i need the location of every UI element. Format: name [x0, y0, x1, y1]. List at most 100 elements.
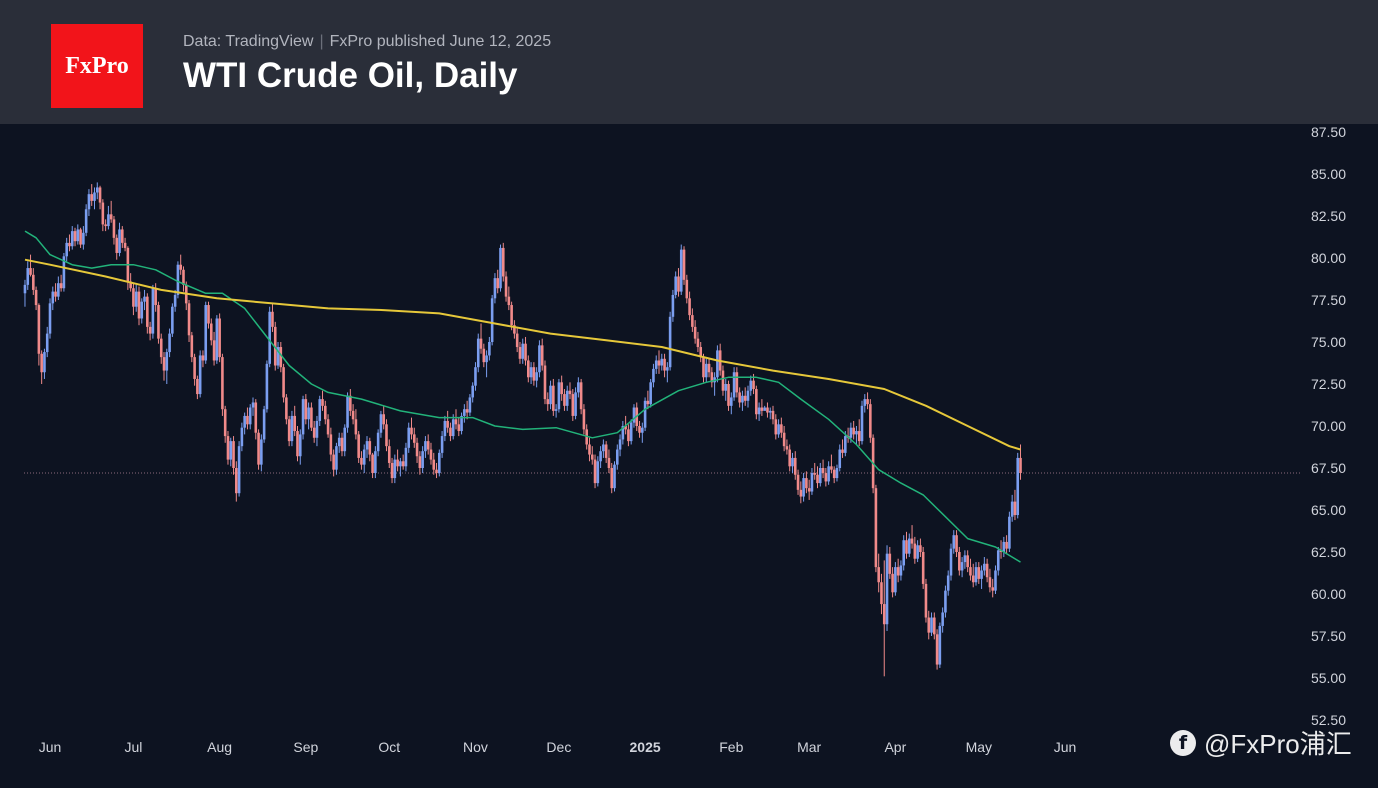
candle	[98, 185, 102, 210]
candle-body	[582, 409, 586, 430]
candle	[593, 454, 597, 489]
candle	[679, 244, 683, 295]
candle-body	[524, 343, 527, 361]
candle	[941, 607, 944, 633]
candle	[182, 266, 185, 292]
chart-meta: Data: TradingView | FxPro published June 1…	[183, 33, 551, 51]
candle	[621, 420, 625, 445]
candle-body	[638, 426, 641, 433]
candle	[685, 274, 689, 304]
candle-body	[704, 363, 708, 378]
candle-body	[285, 397, 288, 420]
candle-body	[426, 441, 430, 450]
candle-body	[891, 573, 894, 593]
candle	[485, 350, 488, 378]
candle-body	[396, 459, 399, 467]
candle	[852, 420, 855, 440]
candle	[474, 362, 477, 391]
candle-body	[565, 390, 569, 406]
candle	[479, 323, 483, 354]
candle-body	[171, 306, 174, 334]
candle-body	[1013, 501, 1017, 516]
candle	[374, 446, 377, 479]
candle-body	[193, 357, 196, 379]
candle-body	[104, 224, 107, 227]
candle-body	[974, 567, 978, 583]
candle	[251, 397, 255, 416]
candle	[201, 350, 205, 368]
candle	[43, 348, 46, 379]
price-chart[interactable]: 52.50 55.00 57.50 60.00 62.50 65.00 67.50 70.00…	[0, 124, 1378, 788]
candle	[93, 187, 96, 210]
candle	[240, 422, 244, 452]
candle	[318, 395, 322, 426]
candle	[385, 419, 388, 452]
candle-body	[354, 419, 358, 435]
candle-body	[335, 446, 338, 470]
candle-body	[802, 478, 805, 497]
candle-body	[557, 382, 561, 410]
candle-body	[554, 409, 558, 411]
candle	[54, 283, 57, 302]
candle	[218, 313, 221, 363]
candle	[121, 226, 124, 248]
watermark-text: @FxPro浦汇	[1204, 729, 1352, 759]
candle	[666, 362, 669, 383]
candle	[704, 358, 708, 383]
candle	[627, 424, 630, 447]
candle-body	[310, 407, 313, 428]
candle	[540, 338, 544, 371]
candle	[1019, 444, 1022, 480]
candle	[290, 410, 294, 447]
candle-body	[552, 385, 555, 411]
candle-body	[602, 444, 605, 452]
candle	[40, 350, 43, 384]
candle-body	[493, 278, 497, 299]
candle	[310, 402, 313, 432]
candle	[579, 378, 583, 415]
candle	[910, 525, 914, 549]
candle-body	[360, 457, 363, 465]
candle	[382, 405, 385, 430]
candle	[874, 484, 878, 573]
candle	[187, 300, 191, 342]
candle	[971, 563, 975, 588]
candle-body	[577, 382, 580, 393]
candle-body	[273, 326, 277, 366]
candle	[554, 404, 558, 418]
candle-body	[301, 399, 305, 435]
candle	[969, 558, 972, 581]
candle-body	[896, 567, 900, 576]
candle	[463, 404, 466, 423]
candle	[351, 404, 355, 425]
candle-body	[696, 338, 700, 348]
candle	[532, 362, 536, 386]
candle	[974, 562, 978, 586]
candle-body	[93, 192, 96, 201]
candle-body	[393, 459, 397, 479]
candle	[746, 385, 750, 408]
candle	[360, 451, 363, 470]
candle	[899, 560, 903, 581]
candle-body	[710, 372, 714, 383]
candle-body	[791, 457, 794, 467]
candle-body	[237, 446, 241, 494]
candle-body	[738, 392, 741, 403]
candle-body	[777, 424, 780, 435]
candle-body	[251, 402, 255, 408]
candle-body	[179, 264, 182, 270]
candle	[332, 449, 335, 477]
candle	[1005, 535, 1008, 554]
candle-body	[913, 543, 917, 559]
candle-body	[51, 291, 55, 304]
candle-body	[821, 468, 825, 474]
candle	[785, 439, 789, 455]
candle	[774, 414, 778, 440]
candle	[109, 200, 113, 223]
candle	[393, 454, 397, 484]
candle	[407, 422, 411, 453]
candle	[426, 434, 430, 455]
y-tick-label: 67.50	[1311, 460, 1346, 476]
candle-body	[246, 415, 249, 425]
candle	[521, 338, 525, 364]
